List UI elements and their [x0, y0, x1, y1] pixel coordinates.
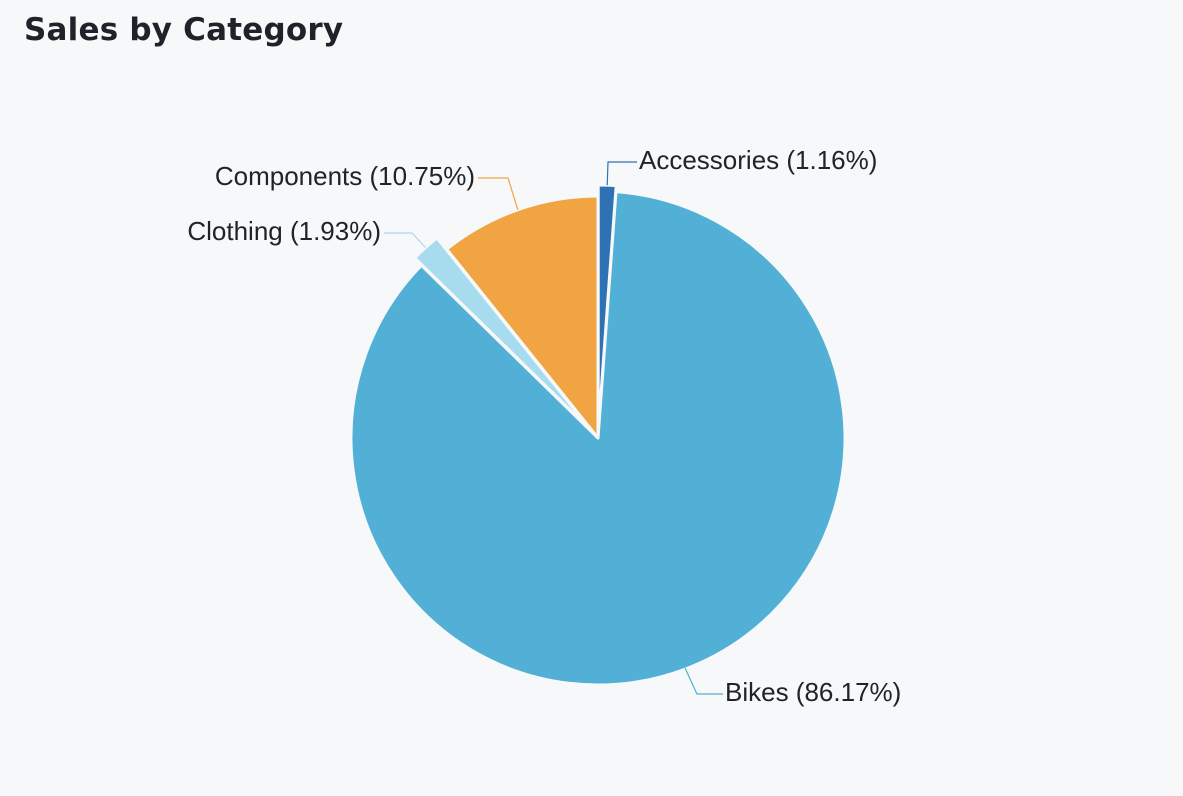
leader-line-accessories	[606, 161, 637, 186]
slice-label-components: Components (10.75%)	[215, 161, 475, 191]
leader-line-bikes	[684, 667, 723, 695]
slice-label-bikes: Bikes (86.17%)	[725, 677, 901, 707]
leader-line-clothing	[384, 232, 426, 248]
pie-slice-clothing[interactable]	[413, 236, 593, 433]
pie-slice-components[interactable]	[445, 194, 600, 440]
slice-label-accessories: Accessories (1.16%)	[639, 145, 877, 175]
slice-label-clothing: Clothing (1.93%)	[187, 216, 381, 246]
leader-line-components	[478, 177, 519, 210]
chart-title: Sales by Category	[24, 12, 344, 48]
